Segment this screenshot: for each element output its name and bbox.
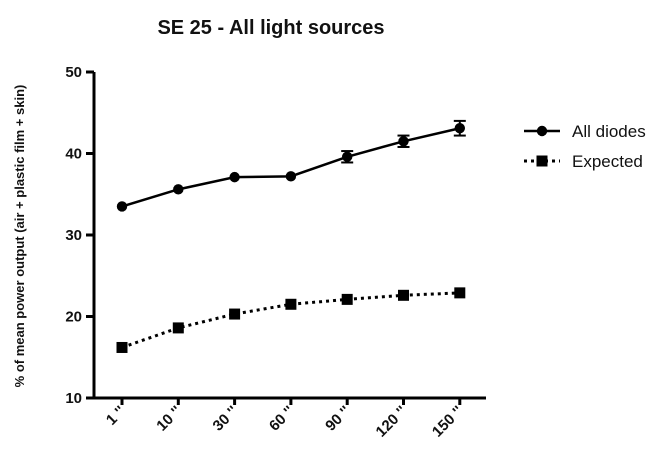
legend-label: Expected: [572, 152, 643, 171]
data-point: [173, 184, 184, 195]
legend-item: All diodes: [524, 122, 646, 141]
legend-marker: [536, 155, 548, 167]
x-tick-label: 1 '': [103, 403, 129, 429]
x-tick-label: 150 '': [429, 403, 467, 441]
y-tick-label: 10: [65, 390, 82, 407]
series-expected: [116, 287, 466, 353]
data-point: [172, 322, 184, 334]
data-point: [342, 151, 353, 162]
series-line: [121, 127, 461, 208]
data-point: [398, 136, 409, 147]
series-layer: [116, 119, 466, 353]
data-point: [398, 289, 409, 301]
data-point: [341, 293, 353, 305]
legend-marker: [536, 125, 548, 137]
data-point: [116, 341, 128, 353]
y-tick-label: 40: [65, 146, 82, 163]
data-point: [229, 308, 241, 320]
chart-title: SE 25 - All light sources: [157, 17, 384, 39]
y-tick-label: 30: [65, 227, 82, 244]
y-tick-label: 50: [65, 64, 82, 81]
y-axis-label: % of mean power output (air + plastic fi…: [12, 85, 27, 388]
legend: All diodes Expected: [524, 122, 646, 171]
axes: 10 20 30 40 50 1 '' 10 '' 30 '' 60 '' 90 '' 120 ''…: [65, 64, 486, 441]
y-tick-label: 20: [65, 309, 82, 326]
legend-item: Expected: [524, 152, 643, 171]
data-point: [454, 287, 466, 299]
x-tick-label: 30 '': [210, 403, 242, 435]
series-all-diodes: [116, 119, 466, 212]
data-point: [285, 171, 297, 182]
x-tick-label: 10 '': [153, 403, 185, 435]
data-point: [116, 201, 128, 212]
x-tick-label: 120 '': [373, 403, 411, 441]
x-tick-label: 90 '': [322, 403, 354, 435]
x-tick-label: 60 '': [266, 403, 298, 435]
data-point: [229, 171, 240, 183]
data-point: [454, 123, 465, 134]
legend-label: All diodes: [572, 122, 646, 141]
data-point: [285, 298, 297, 310]
